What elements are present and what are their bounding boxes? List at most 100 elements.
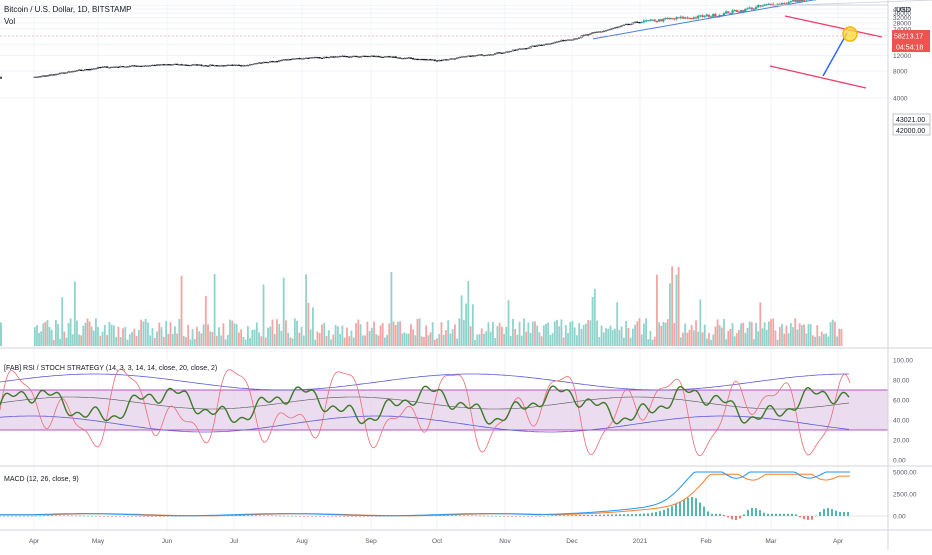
candle-body [209,65,211,66]
volume-bar [801,325,803,346]
volume-bar [764,322,766,346]
candle-body [371,56,373,57]
candle-body [183,65,185,66]
volume-bar [87,318,89,346]
volume-bar [671,266,673,346]
highlight-marker [843,27,857,41]
volume-bar [296,321,298,346]
volume-bar [721,328,723,346]
candle-body [220,65,222,66]
volume-bar [44,322,46,346]
candle-body [684,18,686,19]
macd-tick-label: 5000.00 [893,470,917,477]
candle-body [803,0,805,1]
candle-body [399,58,401,59]
candle-body [384,56,386,57]
macd-histogram-bar [707,511,709,516]
candle-body [129,66,131,67]
volume-bar [61,297,63,346]
volume-bar [601,326,603,346]
macd-histogram-bar [615,514,617,516]
volume-bar [326,336,328,346]
volume-bar [755,323,757,346]
volume-bar [749,321,751,346]
volume-bar [220,335,222,346]
candle-body [218,66,220,67]
volume-bar [727,331,729,346]
volume-bar [278,324,280,346]
volume-bar [766,330,768,346]
macd-histogram-bar [527,516,529,517]
candle-body [99,67,101,68]
candle-body [565,40,567,41]
candle-body [91,69,93,70]
macd-pane[interactable] [0,472,888,520]
volume-bar [454,324,456,346]
macd-histogram-bar [595,515,597,516]
macd-tick-label: 2500.00 [893,492,917,499]
volume-bar [111,325,113,346]
candle-body [601,32,603,33]
volume-bar [287,333,289,346]
volume-bar [124,327,126,346]
macd-histogram-bar [599,515,601,516]
volume-bar [770,319,772,346]
candle-body [238,65,240,66]
time-tick-label: Nov [499,538,511,545]
macd-histogram-bar [739,516,741,518]
volume-bar [142,321,144,346]
volume-bar [40,331,42,346]
candle-body [234,65,236,66]
volume-bar [523,318,525,346]
volume-bar [808,324,810,346]
volume-bar [136,336,138,346]
macd-histogram-bar [31,516,33,517]
volume-bar [838,329,840,346]
macd-histogram-bar [631,514,633,516]
candle-body [283,60,285,61]
candle-body [499,52,501,53]
volume-bar [38,333,40,346]
macd-histogram-bar [675,504,677,516]
volume-bar [558,326,560,346]
candle-body [768,4,770,5]
volume-bar [152,328,154,346]
volume-bar [819,336,821,346]
candle-body [93,69,95,70]
candle-body [663,19,665,21]
macd-histogram-bar [519,516,521,517]
macd-histogram-bar [467,515,469,516]
volume-bar [742,323,744,346]
candle-body [380,57,382,58]
candle-body [414,59,416,60]
candle-body [567,40,569,41]
candle-body [514,50,516,51]
macd-histogram-bar [715,514,717,516]
volume-bar [589,320,591,346]
volume-bar [744,333,746,346]
level-text-2: 42000.00 [896,128,925,135]
rsi-pane[interactable] [0,369,888,456]
candle-body [689,18,691,19]
volume-bar [194,339,196,346]
candle-body [388,56,390,57]
candle-body [485,55,487,56]
volume-bar [0,322,2,346]
volume-bar [118,327,120,346]
volume-bar [301,327,303,346]
candle-body [72,71,74,72]
candle-body [185,65,187,66]
price-pane[interactable] [0,0,932,346]
macd-histogram-bar [363,516,365,517]
candle-body [335,57,337,58]
candle-body [227,65,229,66]
volume-bar [227,335,229,346]
candle-body [225,65,227,66]
candle-body [764,5,766,6]
volume-bar [541,336,543,346]
macd-histogram-bar [651,513,653,516]
volume-bar [576,335,578,346]
macd-histogram-bar [815,516,817,517]
